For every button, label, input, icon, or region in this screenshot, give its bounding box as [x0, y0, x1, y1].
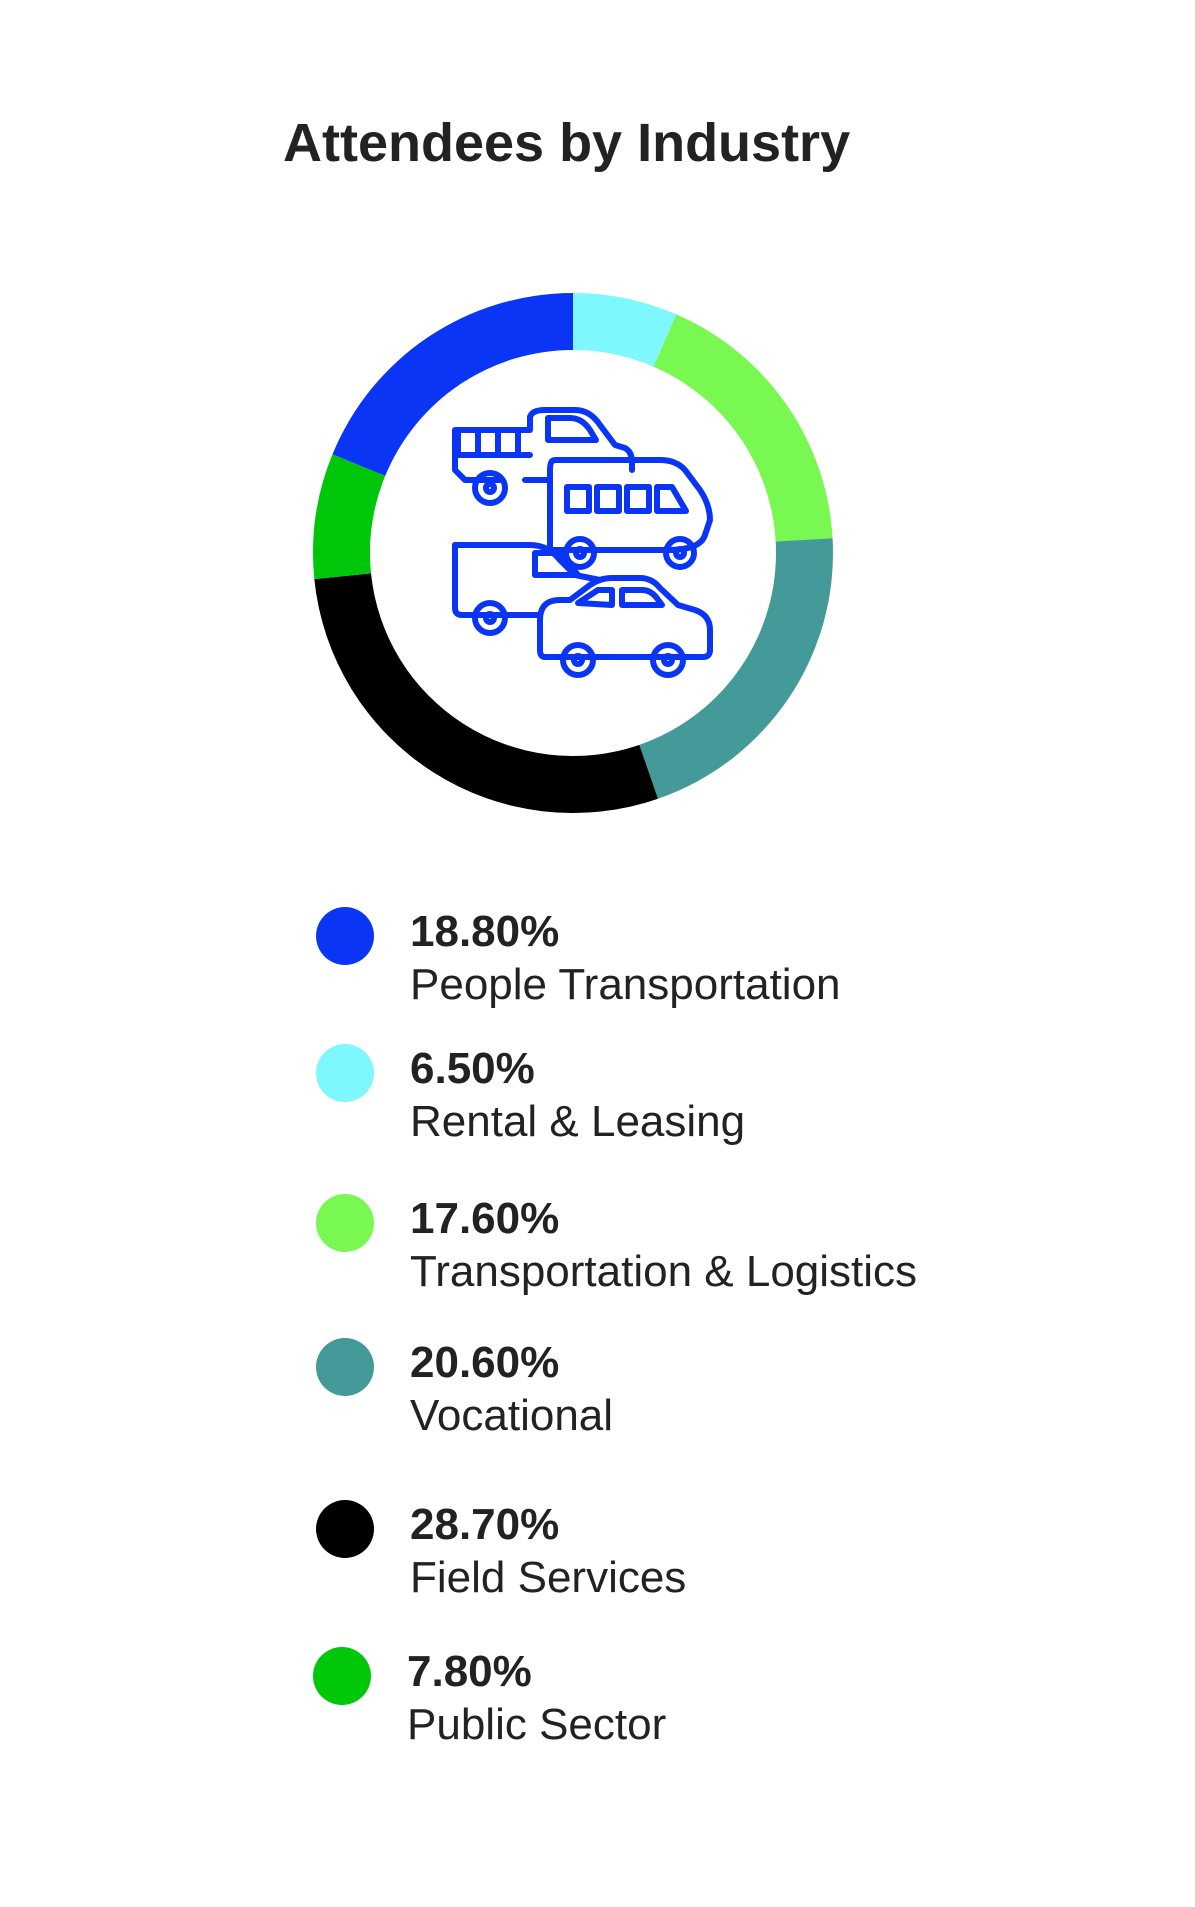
donut-slice-transportation-logistics [653, 314, 833, 542]
donut-ring [313, 293, 834, 813]
donut-slice-rental-leasing [573, 293, 677, 367]
vehicles-icon [452, 407, 713, 678]
donut-slice-vocational [639, 538, 834, 799]
donut-slice-public-sector [313, 454, 386, 580]
donut-slice-field-services [314, 573, 658, 813]
donut-slice-people-transportation [332, 293, 573, 476]
chart-title: Attendees by Industry [283, 113, 851, 173]
